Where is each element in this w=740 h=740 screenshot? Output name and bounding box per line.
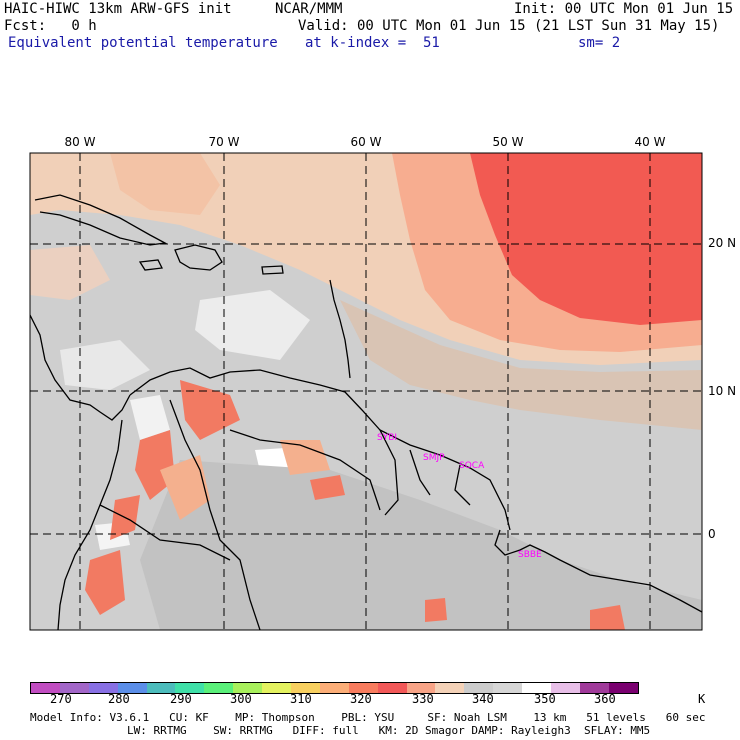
colorbar-swatch [175, 683, 205, 693]
field-red [470, 153, 702, 325]
colorbar-swatch [464, 683, 494, 693]
colorbar-swatch [88, 683, 118, 693]
field-tan [340, 300, 702, 430]
colorbar-swatch [406, 683, 436, 693]
colorbar-swatch [493, 683, 523, 693]
map-frame [29, 152, 703, 631]
colorbar-swatch [551, 683, 580, 693]
colorbar-swatch [348, 683, 378, 693]
colorbar-tick: 350 [534, 692, 556, 706]
colorbar-tick: 340 [472, 692, 494, 706]
colorbar-tick: 320 [350, 692, 372, 706]
field-white [60, 340, 150, 390]
field-white [130, 395, 170, 440]
colorbar-unit: K [698, 692, 706, 706]
colorbar-swatch [291, 683, 320, 693]
colorbar-tick: 280 [108, 692, 130, 706]
colorbar-swatch [117, 683, 147, 693]
field-gray [140, 460, 702, 630]
colorbar-swatch [204, 683, 234, 693]
colorbar-swatch [146, 683, 176, 693]
colorbar-swatch [59, 683, 89, 693]
smoothing-label: sm= 2 [578, 35, 621, 51]
colorbar-swatch [522, 683, 552, 693]
colorbar-tick: 300 [230, 692, 252, 706]
init-time: Init: 00 UTC Mon 01 Jun 15 [514, 1, 734, 17]
field-patch [30, 245, 110, 300]
lon-label: 60 W [351, 135, 382, 149]
model-info: Model Info: V3.6.1 CU: KF MP: Thompson P… [30, 711, 706, 724]
colorbar-tick: 290 [170, 692, 192, 706]
colorbar-swatch [233, 683, 263, 693]
lat-label: 10 N [708, 384, 736, 398]
station-label: SMJP [423, 453, 445, 463]
lon-label: 40 W [635, 135, 666, 149]
colorbar-tick: 360 [594, 692, 616, 706]
model-physics: LW: RRTMG SW: RRTMG DIFF: full KM: 2D Sm… [127, 724, 651, 737]
colorbar-swatch [579, 683, 609, 693]
lon-label: 50 W [493, 135, 524, 149]
colorbar-swatch [377, 683, 407, 693]
colorbar-swatch [31, 683, 60, 693]
andes-hotspots [85, 380, 625, 630]
lon-label: 70 W [209, 135, 240, 149]
coastlines [30, 194, 702, 630]
lat-label: 0 [708, 527, 716, 541]
andes-warm [160, 440, 330, 520]
org-label: NCAR/MMM [275, 1, 343, 17]
level-label: at k-index = 51 [305, 35, 440, 51]
colorbar-swatch [262, 683, 292, 693]
colorbar-tick: 310 [290, 692, 312, 706]
field-patch [110, 153, 220, 215]
valid-time: Valid: 00 UTC Mon 01 Jun 15 (21 LST Sun … [298, 18, 720, 34]
colorbar-swatch [319, 683, 349, 693]
colorbar-tick: 270 [50, 692, 72, 706]
station-label: SYBI [377, 433, 397, 443]
station-label: SOCA [459, 461, 485, 471]
colorbar-swatch [435, 683, 465, 693]
station-label: SBBE [518, 550, 542, 560]
forecast-hour: Fcst: 0 h [4, 18, 97, 34]
field-name: Equivalent potential temperature [8, 35, 278, 51]
colorbar-tick: 330 [412, 692, 434, 706]
lat-label: 20 N [708, 236, 736, 250]
colorbar-swatch [608, 683, 638, 693]
lon-label: 80 W [65, 135, 96, 149]
colorbar [30, 682, 639, 694]
model-title: HAIC-HIWC 13km ARW-GFS init [4, 1, 232, 17]
graticule [30, 153, 702, 630]
